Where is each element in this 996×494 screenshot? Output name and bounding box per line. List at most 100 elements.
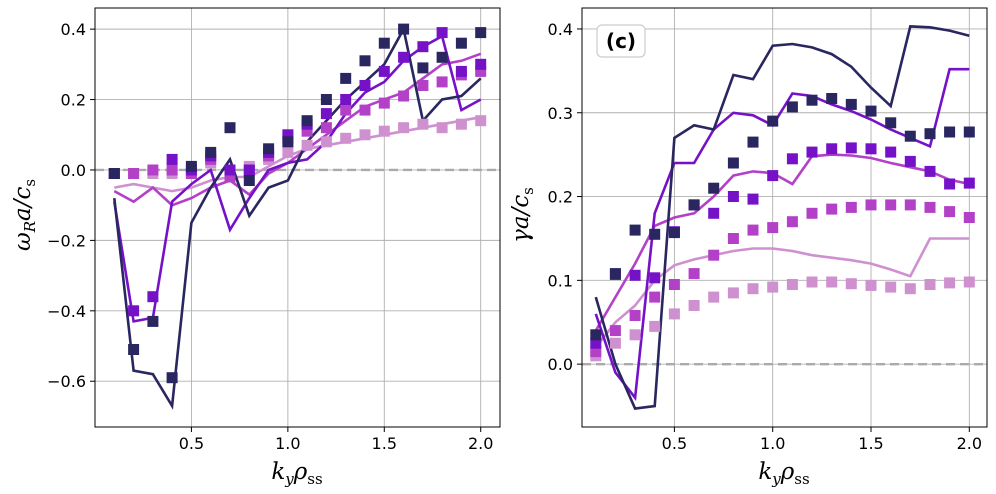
right-x-tick-label: 1.5 xyxy=(858,434,883,453)
right-marker-set-3 xyxy=(727,233,739,244)
right-marker-set-1 xyxy=(767,115,779,127)
left-x-tick-label: 2.0 xyxy=(468,434,493,453)
left-marker-set-1 xyxy=(224,122,236,134)
left-marker-set-2 xyxy=(378,65,390,77)
right-marker-set-1 xyxy=(885,117,897,129)
right-marker-set-3 xyxy=(963,212,975,223)
right-marker-set-1 xyxy=(688,199,700,211)
left-marker-set-1 xyxy=(282,136,294,148)
right-marker-set-4 xyxy=(609,337,621,349)
right-y-tick-label: 0.3 xyxy=(548,104,573,123)
left-marker-set-1 xyxy=(128,344,140,355)
left-y-tick-label: −0.2 xyxy=(47,231,86,250)
left-marker-set-4 xyxy=(340,132,352,144)
left-marker-set-1 xyxy=(320,94,332,105)
right-marker-set-2 xyxy=(904,155,916,167)
left-marker-set-3 xyxy=(417,80,429,91)
left-marker-set-2 xyxy=(359,80,371,91)
right-marker-set-1 xyxy=(590,329,602,341)
right-marker-set-3 xyxy=(806,207,818,219)
right-panel: 0.5 1.0 1.5 2.0 0.0 0.1 0.2 0.3 0.4 (c) kyρss γ… xyxy=(508,7,988,488)
left-y-tick-label: 0.4 xyxy=(61,20,86,39)
right-marker-set-2 xyxy=(727,191,739,202)
left-marker-set-3 xyxy=(436,76,448,88)
left-marker-set-1 xyxy=(243,175,255,186)
left-marker-set-1 xyxy=(475,27,487,39)
right-marker-set-2 xyxy=(786,153,798,165)
left-x-tick-label: 1.0 xyxy=(275,434,300,453)
left-panel: 0.5 1.0 1.5 2.0 −0.6 −0.4 −0.2 0.0 0.2 0.4 kyρss… xyxy=(10,7,501,488)
right-marker-set-1 xyxy=(786,101,798,113)
right-marker-set-2 xyxy=(806,146,818,158)
right-marker-set-3 xyxy=(767,222,779,234)
right-marker-set-3 xyxy=(688,268,700,280)
right-marker-set-3 xyxy=(845,201,857,213)
right-marker-set-1 xyxy=(904,130,916,142)
left-y-axis-label: ωRa/cs xyxy=(10,179,39,251)
left-marker-set-2 xyxy=(455,65,467,77)
left-marker-set-1 xyxy=(185,160,197,172)
left-marker-set-3 xyxy=(340,104,352,116)
right-marker-set-4 xyxy=(767,281,779,293)
right-marker-set-1 xyxy=(963,126,975,138)
left-grid xyxy=(95,8,500,427)
right-marker-set-4 xyxy=(865,279,877,291)
left-marker-set-2 xyxy=(282,129,294,141)
left-marker-set-1 xyxy=(378,37,390,49)
panel-tag: (c) xyxy=(606,29,636,53)
left-marker-set-1 xyxy=(205,146,217,158)
right-marker-set-3 xyxy=(944,206,956,218)
right-marker-set-2 xyxy=(747,193,759,205)
right-marker-set-4 xyxy=(944,277,956,289)
left-x-axis-label: kyρss xyxy=(271,459,322,488)
left-x-tick-label: 1.5 xyxy=(372,434,397,453)
right-y-axis-label: γa/cs xyxy=(508,187,537,243)
right-marker-set-4 xyxy=(963,276,975,288)
right-marker-set-4 xyxy=(845,278,857,290)
left-marker-set-1 xyxy=(455,37,467,49)
right-marker-set-4 xyxy=(708,291,720,303)
right-marker-set-3 xyxy=(649,291,661,303)
left-marker-set-4 xyxy=(475,115,487,127)
left-marker-set-1 xyxy=(340,72,352,84)
right-marker-set-3 xyxy=(668,279,680,290)
right-y-ticks: 0.0 0.1 0.2 0.3 0.4 xyxy=(548,20,582,374)
left-marker-set-3 xyxy=(475,65,487,77)
left-marker-set-4 xyxy=(436,122,448,134)
right-marker-set-4 xyxy=(786,279,798,290)
left-marker-set-3 xyxy=(224,171,236,183)
left-marker-set-4 xyxy=(398,122,410,134)
right-marker-set-3 xyxy=(865,199,877,211)
right-marker-set-4 xyxy=(629,329,641,341)
right-marker-set-4 xyxy=(747,283,759,295)
left-marker-set-1 xyxy=(147,315,159,327)
right-x-tick-label: 1.0 xyxy=(760,434,785,453)
left-marker-set-2 xyxy=(224,164,236,176)
right-marker-set-1 xyxy=(727,157,739,169)
right-marker-set-3 xyxy=(590,346,602,358)
left-marker-set-3 xyxy=(398,90,410,102)
right-marker-set-4 xyxy=(904,283,916,295)
left-marker-set-2 xyxy=(398,51,410,63)
left-marker-set-4 xyxy=(359,129,371,141)
right-marker-set-3 xyxy=(747,224,759,236)
right-x-axis-label: kyρss xyxy=(758,459,809,488)
left-marker-set-1 xyxy=(166,372,178,384)
left-x-tick-label: 0.5 xyxy=(179,434,204,453)
right-marker-set-3 xyxy=(904,199,916,211)
right-marker-set-4 xyxy=(924,279,936,290)
left-y-tick-label: 0.2 xyxy=(61,91,86,110)
left-axes-frame xyxy=(94,7,501,428)
right-y-tick-label: 0.1 xyxy=(548,271,573,290)
left-marker-set-2 xyxy=(436,27,448,39)
left-x-ticks: 0.5 1.0 1.5 2.0 xyxy=(179,427,493,453)
right-marker-set-2 xyxy=(826,143,838,155)
right-y-tick-label: 0.2 xyxy=(548,188,573,207)
left-y-tick-label: 0.0 xyxy=(61,161,86,180)
right-marker-set-3 xyxy=(629,310,641,321)
right-x-tick-label: 2.0 xyxy=(957,434,982,453)
left-marker-set-1 xyxy=(417,62,429,74)
right-marker-set-1 xyxy=(944,126,956,138)
right-marker-set-2 xyxy=(963,177,975,189)
